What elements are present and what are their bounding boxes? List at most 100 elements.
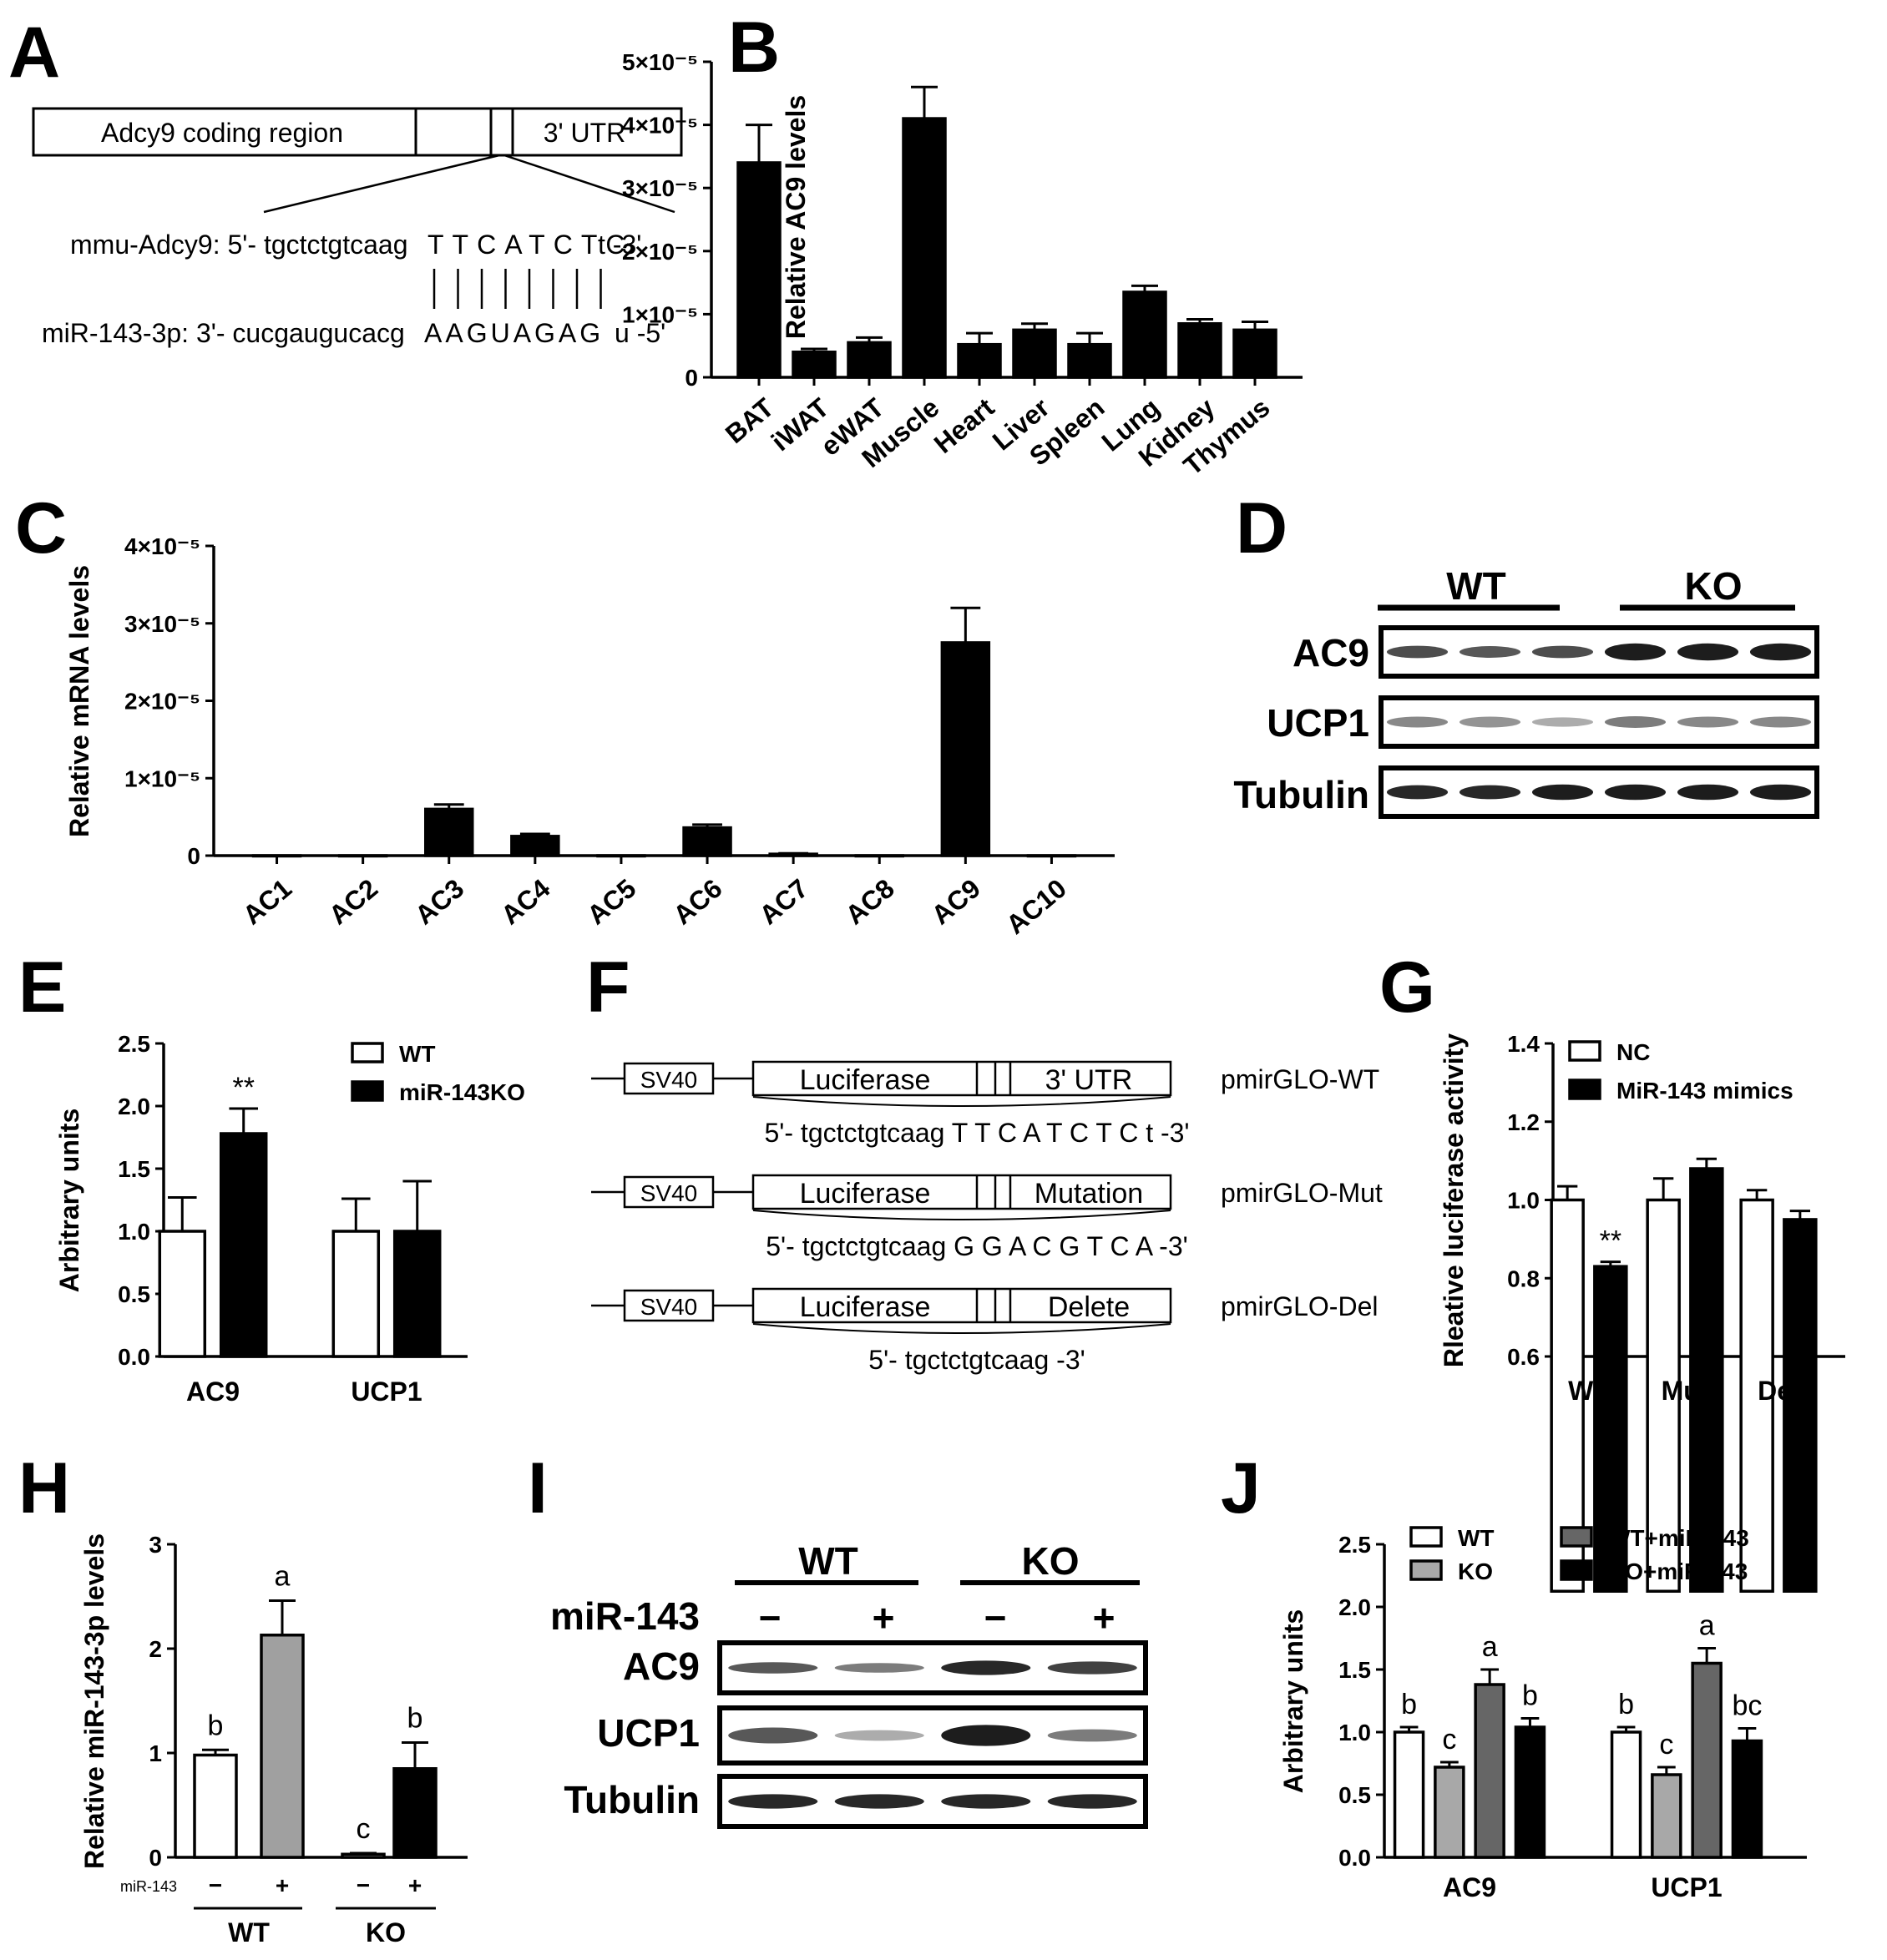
panel-letter-f: F — [586, 947, 630, 1028]
blot-i-band — [728, 1794, 818, 1809]
blot-d-group-ko: KO — [1685, 564, 1743, 608]
panel-g-bar-wt-1 — [1593, 1265, 1628, 1593]
blot-i-band — [834, 1663, 924, 1673]
panel-j-y-tick-label: 1.5 — [1338, 1657, 1371, 1683]
panel-b-y-tick-label: 1×10⁻⁵ — [622, 301, 698, 327]
panel-j-y-tick-label: 2.5 — [1338, 1532, 1371, 1558]
panel-g-y-tick-label: 1.0 — [1507, 1188, 1540, 1214]
blot-i-band — [941, 1794, 1031, 1809]
blot-i-band — [1047, 1794, 1137, 1809]
panel-j-legend-label: WT — [1458, 1525, 1495, 1551]
blot-i-band — [834, 1730, 924, 1741]
blot-i-band — [728, 1727, 818, 1744]
panel-b-bar-muscle — [902, 117, 947, 379]
panel-letter-i: I — [528, 1448, 548, 1528]
panel-e-significance: ** — [232, 1072, 254, 1104]
panel-c-y-tick-label: 0 — [187, 843, 200, 869]
construct-name: pmirGLO-Del — [1221, 1291, 1378, 1321]
blot-d-band — [1749, 716, 1812, 728]
panel-h-sign: − — [209, 1872, 222, 1898]
blot-d-blot-frame — [1379, 625, 1819, 679]
panel-c-bar-ac9 — [940, 641, 991, 857]
panel-g-legend-swatch — [1568, 1040, 1601, 1062]
blot-d-group-wt: WT — [1446, 564, 1506, 608]
panel-c-category-label: AC3 — [409, 873, 469, 931]
panel-h-treatment-label: miR-143 — [120, 1878, 177, 1895]
panel-b-category-label: Heart — [928, 392, 1000, 459]
blot-d-blot-frame — [1379, 695, 1819, 749]
construct-sequence: 5'- tgctctgtcaag T T C A T C T C t -3' — [764, 1118, 1189, 1148]
panel-g-y-tick-label: 0.6 — [1507, 1344, 1540, 1370]
panel-e-bar-ac9-0 — [158, 1230, 207, 1358]
panel-h-y-tick-label: 3 — [149, 1532, 162, 1558]
blot-i-row-ac9: AC9 — [623, 1644, 700, 1688]
panel-g-bar-wt-0 — [1550, 1198, 1585, 1593]
panel-letter-c: C — [15, 488, 67, 568]
panel-letter-j: J — [1221, 1448, 1261, 1528]
panel-j-legend-label: KO — [1458, 1558, 1493, 1584]
panel-g-legend-label: MiR-143 mimics — [1616, 1078, 1793, 1104]
construct-bracket — [752, 1096, 1171, 1107]
construct-sequence: 5'- tgctctgtcaag -3' — [868, 1345, 1085, 1375]
panel-c-y-tick-label: 1×10⁻⁵ — [124, 765, 200, 791]
blot-i-band — [941, 1725, 1031, 1746]
panel-h-bar-3 — [392, 1767, 438, 1859]
panel-c-category-label: AC8 — [840, 873, 900, 931]
mir-prefix: miR-143-3p: 3'- cucgaugucacg — [42, 318, 405, 348]
panel-g-legend-label: NC — [1616, 1039, 1650, 1065]
construct-promoter-box — [623, 1062, 715, 1095]
panel-g-category-label: Del — [1758, 1376, 1799, 1406]
panel-j-letter-label: a — [1482, 1631, 1498, 1663]
panel-g-chart: 0.6 0.8 1.0 1.2 1.4 Rleative luciferase activ… — [1439, 1031, 1845, 1593]
panel-c-y-tick-label: 3×10⁻⁵ — [124, 611, 200, 637]
panel-e-y-tick-label: 1.0 — [118, 1219, 150, 1245]
panel-g-category-label: Mut — [1662, 1376, 1709, 1406]
panel-c-category-label: AC7 — [753, 873, 813, 931]
panel-g-significance: ** — [1600, 1225, 1621, 1257]
panel-j-letter-label: c — [1659, 1729, 1673, 1760]
panel-b-bar-bat — [736, 161, 782, 379]
panel-i-blot: WT KO miR-143 − + − + AC9 UCP1 Tubulin — [550, 1539, 1148, 1829]
panel-j-y-tick-label: 2.0 — [1338, 1594, 1371, 1620]
blot-d-band — [1386, 785, 1449, 800]
blot-i-treatment: miR-143 — [550, 1594, 700, 1638]
panel-letter-h: H — [18, 1448, 70, 1528]
panel-b-bar-liver — [1012, 328, 1057, 379]
construct-gene-bar — [751, 1174, 1172, 1210]
blot-d-band — [1677, 716, 1739, 728]
panel-j-y-tick-label: 0.0 — [1338, 1845, 1371, 1871]
blot-d-band — [1531, 717, 1594, 727]
panel-c-category-label: AC5 — [581, 873, 641, 931]
construct-promoter-label: SV40 — [640, 1180, 698, 1206]
panel-h-sign: − — [357, 1872, 370, 1898]
panel-h-letter-label: b — [208, 1710, 224, 1741]
panel-e-y-tick-label: 2.5 — [118, 1031, 150, 1057]
blot-i-group-ko: KO — [1022, 1539, 1080, 1583]
blot-d-band — [1531, 784, 1594, 801]
blot-d-band — [1386, 645, 1449, 659]
panel-e-bar-ucp1-0 — [331, 1230, 381, 1358]
construct-name: pmirGLO-Mut — [1221, 1178, 1383, 1208]
construct-bracket — [752, 1210, 1171, 1220]
construct-name: pmirGLO-WT — [1221, 1064, 1379, 1094]
blot-d-band — [1459, 646, 1521, 658]
panel-b-y-tick-label: 0 — [685, 365, 698, 391]
panel-c-category-label: AC9 — [926, 873, 986, 931]
blot-i-band — [941, 1660, 1031, 1675]
blot-d-blot-frame — [1379, 765, 1819, 819]
panel-c-category-label: AC4 — [495, 873, 555, 931]
blot-d-row-ac9: AC9 — [1293, 631, 1369, 674]
panel-e-y-tick-label: 0.0 — [118, 1344, 150, 1370]
panel-e-category-label: UCP1 — [351, 1377, 422, 1407]
panel-j-letter-label: bc — [1732, 1690, 1762, 1722]
panel-j-bar-ac9-2 — [1474, 1683, 1505, 1859]
panel-c-y-axis-label: Relative mRNA levels — [64, 565, 94, 837]
panel-b-bar-kidney — [1177, 321, 1222, 379]
blot-d-band — [1459, 785, 1521, 800]
panel-e-legend-label: WT — [399, 1041, 436, 1067]
panel-h-group-label: WT — [228, 1917, 270, 1947]
blot-d-row-tubulin: Tubulin — [1233, 773, 1369, 816]
panel-h-letter-label: a — [275, 1561, 291, 1593]
panel-g-bar-del-0 — [1739, 1198, 1774, 1593]
panel-j-category-label: AC9 — [1443, 1872, 1496, 1902]
